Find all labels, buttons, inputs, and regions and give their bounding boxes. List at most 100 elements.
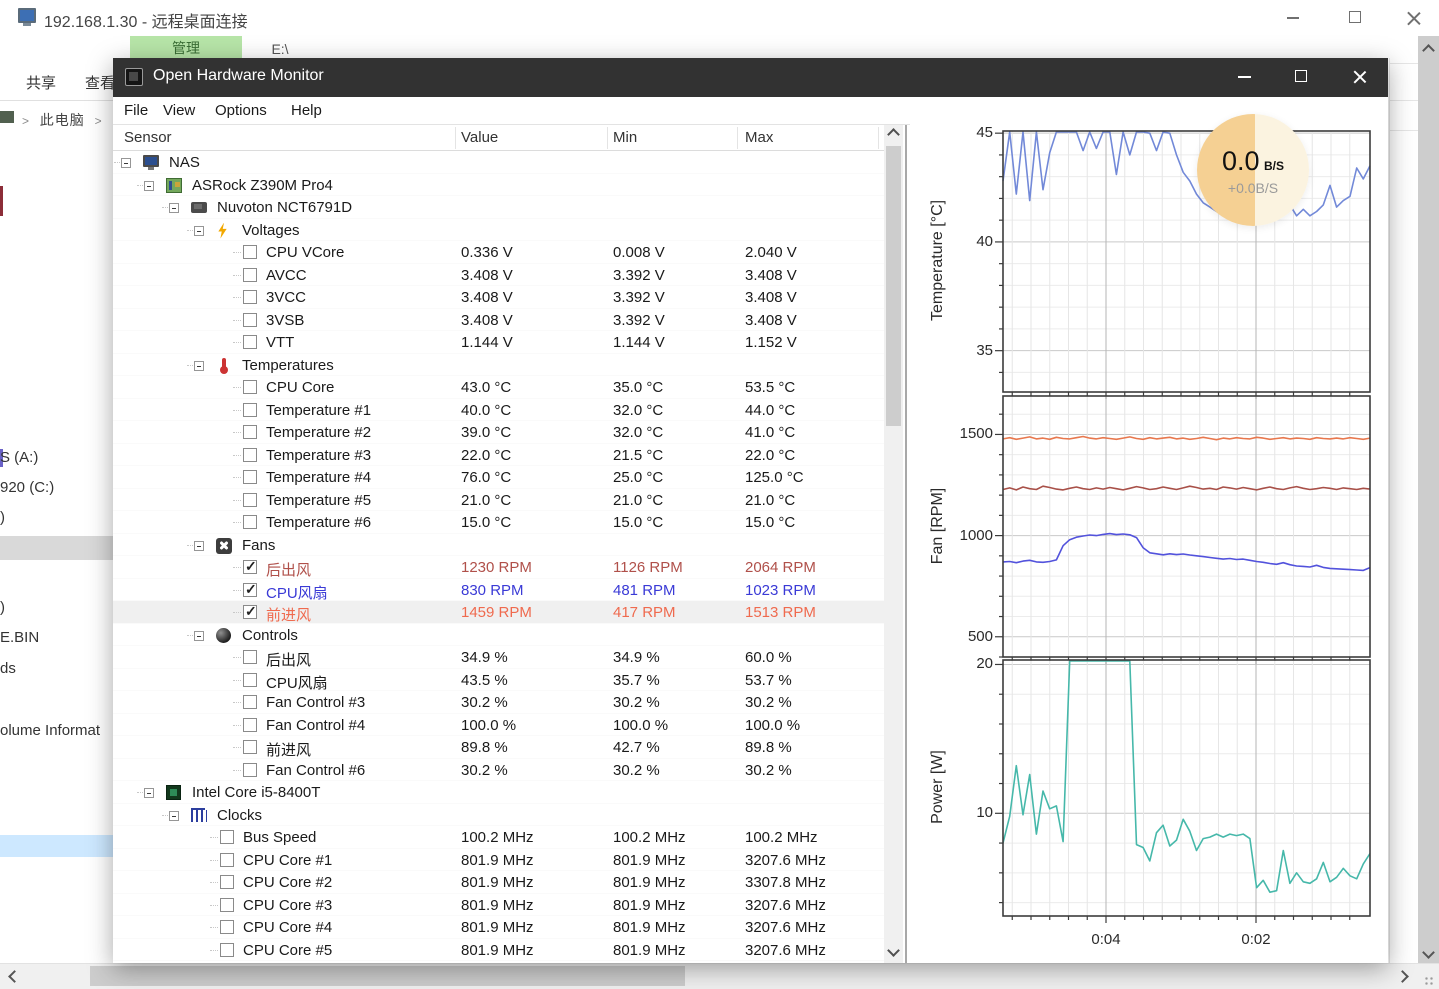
sensor-checkbox[interactable] <box>220 853 234 867</box>
tree-node-row[interactable]: Controls <box>113 624 884 647</box>
tree-sensor-row[interactable]: CPU Core43.0 °C35.0 °C53.5 °C <box>113 376 884 399</box>
sensor-checkbox[interactable] <box>220 898 234 912</box>
ohm-titlebar[interactable]: Open Hardware Monitor <box>113 58 1388 97</box>
sensor-checkbox[interactable] <box>243 673 257 687</box>
tree-sensor-row[interactable]: CPU风扇43.5 %35.7 %53.7 % <box>113 669 884 692</box>
tree-sensor-row[interactable]: Bus Speed100.2 MHz100.2 MHz100.2 MHz <box>113 826 884 849</box>
sensor-checkbox[interactable] <box>243 403 257 417</box>
explorer-item[interactable]: E.BIN <box>0 629 39 646</box>
tree-sensor-row[interactable]: CPU Core #4801.9 MHz801.9 MHz3207.6 MHz <box>113 916 884 939</box>
tree-sensor-row[interactable]: 后出风1230 RPM1126 RPM2064 RPM <box>113 556 884 579</box>
column-min[interactable]: Min <box>613 129 637 146</box>
sensor-checkbox[interactable] <box>243 268 257 282</box>
ohm-minimize-button[interactable] <box>1238 76 1251 78</box>
menu-view[interactable]: View <box>163 102 195 119</box>
sensor-checkbox[interactable] <box>220 875 234 889</box>
explorer-item[interactable]: ) <box>0 599 5 616</box>
tree-sensor-row[interactable]: CPU Core #5801.9 MHz801.9 MHz3207.6 MHz <box>113 939 884 962</box>
expand-collapse-icon[interactable] <box>144 788 154 798</box>
sensor-checkbox[interactable] <box>243 763 257 777</box>
tree-sensor-row[interactable]: Fan Control #630.2 %30.2 %30.2 % <box>113 759 884 782</box>
sensor-checkbox[interactable] <box>243 335 257 349</box>
tree-sensor-row[interactable]: CPU Core #3801.9 MHz801.9 MHz3207.6 MHz <box>113 894 884 917</box>
tree-node-row[interactable]: ASRock Z390M Pro4 <box>113 174 884 197</box>
explorer-item[interactable]: olume Informat <box>0 722 100 739</box>
column-value[interactable]: Value <box>461 129 498 146</box>
tree-sensor-row[interactable]: Temperature #322.0 °C21.5 °C22.0 °C <box>113 444 884 467</box>
tree-sensor-row[interactable]: Temperature #140.0 °C32.0 °C44.0 °C <box>113 399 884 422</box>
sensor-checkbox[interactable] <box>243 740 257 754</box>
expand-collapse-icon[interactable] <box>194 541 204 551</box>
tree-sensor-row[interactable]: 后出风34.9 %34.9 %60.0 % <box>113 646 884 669</box>
tree-sensor-row[interactable]: Fan Control #4100.0 %100.0 %100.0 % <box>113 714 884 737</box>
tree-node-row[interactable]: Intel Core i5-8400T <box>113 781 884 804</box>
sensor-checkbox[interactable] <box>243 470 257 484</box>
splitter[interactable] <box>905 125 907 963</box>
explorer-manage-tab[interactable]: 管理 <box>130 36 242 60</box>
tree-node-row[interactable]: Fans <box>113 534 884 557</box>
tree-sensor-row[interactable]: CPU Core #1801.9 MHz801.9 MHz3207.6 MHz <box>113 849 884 872</box>
network-speed-badge[interactable]: 0.0 B/S +0.0B/S <box>1197 114 1309 226</box>
sensor-checkbox[interactable] <box>243 245 257 259</box>
rdp-close-button[interactable] <box>1407 11 1420 24</box>
tree-sensor-row[interactable]: Temperature #239.0 °C32.0 °C41.0 °C <box>113 421 884 444</box>
tree-sensor-row[interactable]: 前进风89.8 %42.7 %89.8 % <box>113 736 884 759</box>
horizontal-scrollbar-thumb[interactable] <box>90 966 685 986</box>
explorer-tab-view[interactable]: 查看 <box>85 72 115 93</box>
expand-collapse-icon[interactable] <box>169 203 179 213</box>
expand-collapse-icon[interactable] <box>194 361 204 371</box>
sensor-checkbox[interactable] <box>243 718 257 732</box>
menu-options[interactable]: Options <box>215 102 267 119</box>
explorer-highlighted-row[interactable] <box>0 835 113 857</box>
tree-node-row[interactable]: Clocks <box>113 804 884 827</box>
tree-sensor-row[interactable]: CPU Core #6801.9 MHz801.9 MHz3307.8 MHz <box>113 961 884 963</box>
sensor-checkbox[interactable] <box>243 448 257 462</box>
tree-sensor-row[interactable]: 前进风1459 RPM417 RPM1513 RPM <box>113 601 884 624</box>
explorer-tab-share[interactable]: 共享 <box>26 72 56 93</box>
tree-sensor-row[interactable]: CPU Core #2801.9 MHz801.9 MHz3307.8 MHz <box>113 871 884 894</box>
sensor-checkbox[interactable] <box>243 425 257 439</box>
menu-file[interactable]: File <box>124 102 148 119</box>
tree-sensor-row[interactable]: 3VCC3.408 V3.392 V3.408 V <box>113 286 884 309</box>
expand-collapse-icon[interactable] <box>169 811 179 821</box>
tree-sensor-row[interactable]: AVCC3.408 V3.392 V3.408 V <box>113 264 884 287</box>
sensor-checkbox[interactable] <box>243 560 257 574</box>
tree-sensor-row[interactable]: Temperature #521.0 °C21.0 °C21.0 °C <box>113 489 884 512</box>
tree-scrollbar-thumb[interactable] <box>886 146 901 426</box>
expand-collapse-icon[interactable] <box>144 181 154 191</box>
explorer-item[interactable]: ds <box>0 660 16 677</box>
tree-node-row[interactable]: Temperatures <box>113 354 884 377</box>
sensor-checkbox[interactable] <box>220 830 234 844</box>
rdp-minimize-button[interactable] <box>1287 17 1299 19</box>
ohm-close-button[interactable] <box>1353 70 1366 83</box>
sensor-checkbox[interactable] <box>243 313 257 327</box>
tree-node-row[interactable]: Nuvoton NCT6791D <box>113 196 884 219</box>
tree-sensor-row[interactable]: CPU VCore0.336 V0.008 V2.040 V <box>113 241 884 264</box>
sensor-checkbox[interactable] <box>243 605 257 619</box>
explorer-item[interactable]: ) <box>0 509 5 526</box>
tree-column-headers[interactable]: Sensor Value Min Max <box>113 125 884 151</box>
explorer-item[interactable]: 920 (C:) <box>0 479 54 496</box>
sensor-checkbox[interactable] <box>220 920 234 934</box>
column-max[interactable]: Max <box>745 129 773 146</box>
expand-collapse-icon[interactable] <box>194 226 204 236</box>
breadcrumb[interactable]: > 此电脑 > <box>22 110 103 130</box>
column-sensor[interactable]: Sensor <box>124 129 172 146</box>
ohm-maximize-button[interactable] <box>1295 70 1307 82</box>
tree-sensor-row[interactable]: CPU风扇830 RPM481 RPM1023 RPM <box>113 579 884 602</box>
sensor-checkbox[interactable] <box>243 583 257 597</box>
expand-collapse-icon[interactable] <box>121 158 131 168</box>
sensor-checkbox[interactable] <box>243 290 257 304</box>
sensor-checkbox[interactable] <box>243 650 257 664</box>
explorer-item[interactable]: S (A:) <box>0 449 38 466</box>
tree-sensor-row[interactable]: Temperature #615.0 °C15.0 °C15.0 °C <box>113 511 884 534</box>
explorer-drive-tab[interactable]: E:\ <box>250 38 310 60</box>
rdp-maximize-button[interactable] <box>1349 11 1361 23</box>
sensor-checkbox[interactable] <box>243 380 257 394</box>
tree-sensor-row[interactable]: Temperature #476.0 °C25.0 °C125.0 °C <box>113 466 884 489</box>
sensor-checkbox[interactable] <box>243 493 257 507</box>
explorer-selected-row[interactable] <box>0 536 113 560</box>
tree-sensor-row[interactable]: VTT1.144 V1.144 V1.152 V <box>113 331 884 354</box>
tree-node-row[interactable]: Voltages <box>113 219 884 242</box>
tree-sensor-row[interactable]: Fan Control #330.2 %30.2 %30.2 % <box>113 691 884 714</box>
